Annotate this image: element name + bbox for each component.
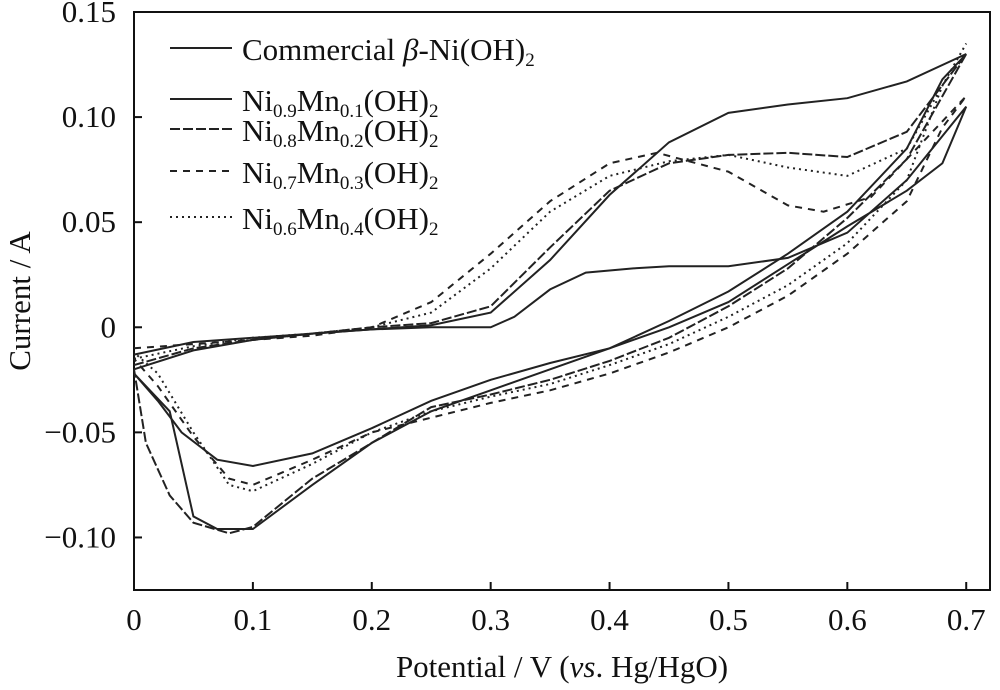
text-part: (OH) [364, 201, 429, 236]
text-part: 2 [429, 173, 439, 194]
text-part: 2 [525, 50, 535, 71]
text-part: 0.6 [273, 219, 297, 240]
x-tick-label: 0.4 [590, 602, 629, 637]
x-tick-label: 0.3 [471, 602, 510, 637]
text-part: 0.4 [340, 219, 364, 240]
text-part: Potential / V ( [396, 649, 570, 684]
text-part: 0.2 [340, 131, 364, 152]
legend: Commercial β-Ni(OH)2Ni0.9Mn0.1(OH)2Ni0.8… [170, 32, 535, 240]
x-tick-label: 0 [126, 602, 142, 637]
x-tick-label: 0.5 [709, 602, 748, 637]
y-tick-label: −0.10 [44, 519, 116, 554]
text-part: 0.7 [273, 173, 297, 194]
series-layer [133, 43, 968, 535]
series-line-4 [133, 95, 967, 486]
text-part: 2 [429, 219, 439, 240]
text-part: 0.1 [340, 101, 364, 122]
text-part: Mn [297, 201, 341, 236]
text-part: β [402, 32, 419, 67]
plot-area-frame [133, 11, 991, 591]
text-part: 0.8 [273, 131, 297, 152]
text-part: Commercial [242, 32, 403, 67]
text-part: Mn [297, 83, 341, 118]
text-part: (OH) [364, 83, 429, 118]
series-line-1 [133, 105, 968, 468]
y-tick-label: 0.15 [62, 0, 116, 29]
text-part: . Hg/HgO) [595, 649, 728, 684]
text-part: Ni [242, 83, 273, 118]
text-part: 0.3 [340, 173, 364, 194]
y-tick-label: 0.10 [62, 99, 116, 134]
text-part: -Ni(OH) [418, 32, 525, 67]
x-tick-label: 0.6 [828, 602, 867, 637]
legend-label-1: Commercial β-Ni(OH)2 [242, 32, 535, 71]
y-tick-label: −0.05 [44, 414, 116, 449]
text-part: Ni [242, 113, 273, 148]
text-part: Mn [297, 113, 341, 148]
legend-label-2: Ni0.9Mn0.1(OH)2 [242, 83, 439, 122]
series-line-5 [133, 43, 968, 493]
text-part: 0.9 [273, 101, 297, 122]
x-axis-title: Potential / V (vs. Hg/HgO) [396, 649, 728, 684]
axis-ticks: 0 0.1 0.2 0.3 0.4 0.5 0.6 0.7 0.15 0.10 0.05 0 −0.05… [44, 0, 985, 637]
text-part: Ni [242, 201, 273, 236]
legend-label-4: Ni0.7Mn0.3(OH)2 [242, 155, 439, 194]
text-part: (OH) [364, 155, 429, 190]
legend-label-5: Ni0.6Mn0.4(OH)2 [242, 201, 439, 240]
y-axis-title: Current / A [2, 231, 37, 371]
text-part: 2 [429, 101, 439, 122]
text-part: Ni [242, 155, 273, 190]
legend-label-3: Ni0.8Mn0.2(OH)2 [242, 113, 439, 152]
text-part: (OH) [364, 113, 429, 148]
x-tick-label: 0.7 [947, 602, 986, 637]
text-part: 2 [429, 131, 439, 152]
x-tick-label: 0.1 [234, 602, 273, 637]
text-part: vs [570, 649, 596, 684]
y-tick-label: 0 [101, 309, 117, 344]
text-part: Mn [297, 155, 341, 190]
x-tick-label: 0.2 [352, 602, 391, 637]
y-tick-label: 0.05 [62, 204, 116, 239]
